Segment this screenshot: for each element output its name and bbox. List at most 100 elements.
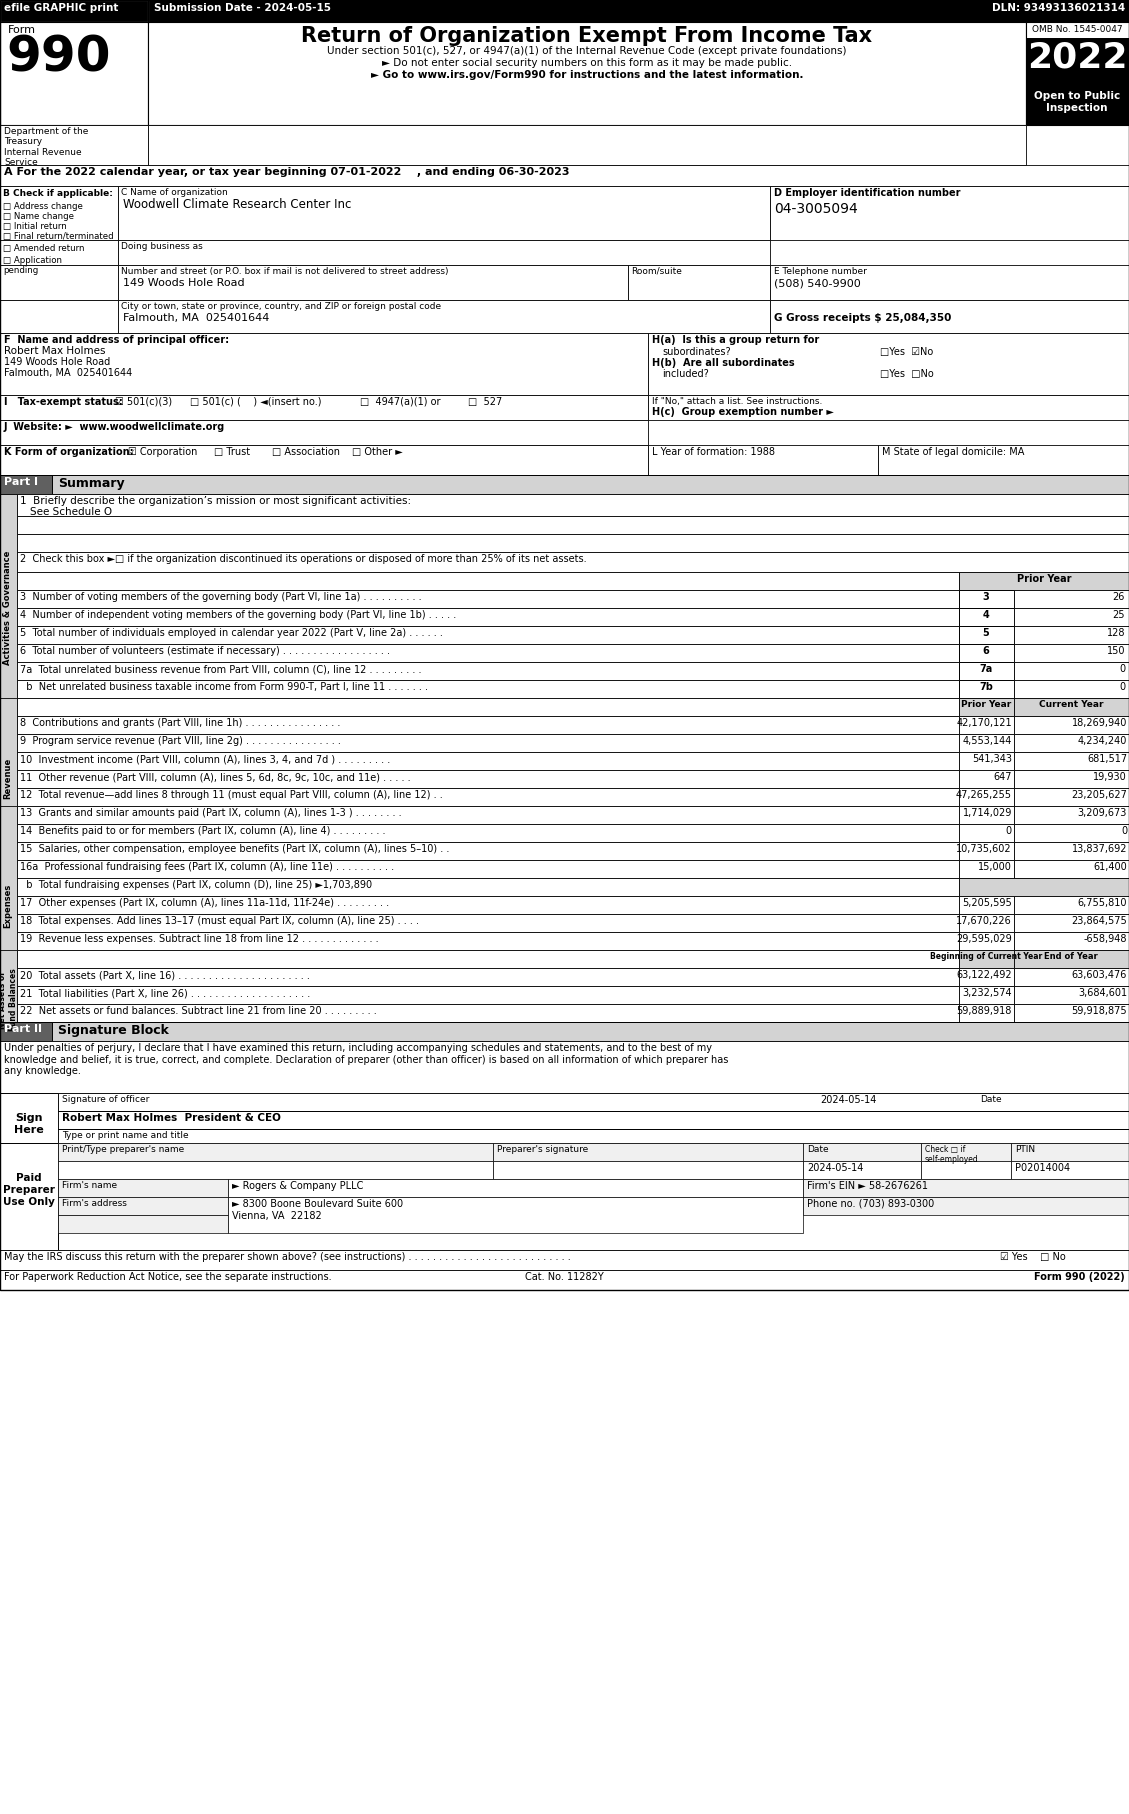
Bar	[17, 769, 959, 787]
Bar	[17, 717, 959, 735]
Bar	[17, 787, 959, 805]
Text: 25: 25	[1112, 610, 1124, 620]
Text: □ Initial return: □ Initial return	[3, 221, 67, 230]
Text: 21  Total liabilities (Part X, line 26) . . . . . . . . . . . . . . . . . . . .: 21 Total liabilities (Part X, line 26) .…	[20, 989, 310, 998]
Text: 17,670,226: 17,670,226	[956, 916, 1012, 925]
Bar	[1014, 805, 1129, 824]
Bar	[959, 987, 1014, 1003]
Bar	[0, 1094, 1129, 1159]
Bar	[17, 824, 959, 842]
Text: b  Total fundraising expenses (Part IX, column (D), line 25) ►1,703,890: b Total fundraising expenses (Part IX, c…	[20, 880, 373, 891]
Text: 149 Woods Hole Road: 149 Woods Hole Road	[123, 278, 245, 288]
Bar	[17, 951, 959, 969]
Bar	[17, 914, 959, 932]
Bar	[0, 1021, 1129, 1041]
Bar	[1014, 969, 1129, 987]
Text: 990: 990	[6, 34, 111, 82]
Bar	[1014, 860, 1129, 878]
Text: Robert Max Holmes  President & CEO: Robert Max Holmes President & CEO	[62, 1114, 281, 1123]
Bar	[17, 842, 959, 860]
Text: Activities & Governance: Activities & Governance	[3, 551, 12, 666]
Text: 2024-05-14: 2024-05-14	[807, 1163, 864, 1174]
Text: Current Year: Current Year	[1039, 700, 1103, 709]
Bar	[58, 1143, 493, 1161]
Text: □ Address change: □ Address change	[3, 201, 82, 210]
Text: Falmouth, MA  025401644: Falmouth, MA 025401644	[5, 368, 132, 377]
Bar	[17, 551, 1129, 571]
Bar	[1014, 626, 1129, 644]
Text: 19,930: 19,930	[1093, 773, 1127, 782]
Text: ► Go to www.irs.gov/Form990 for instructions and the latest information.: ► Go to www.irs.gov/Form990 for instruct…	[370, 71, 803, 80]
Text: L Year of formation: 1988: L Year of formation: 1988	[653, 446, 774, 457]
Bar	[493, 1143, 803, 1161]
Text: □Yes  □No: □Yes □No	[879, 368, 934, 379]
Text: 13,837,692: 13,837,692	[1071, 844, 1127, 854]
Bar	[0, 951, 17, 1050]
Text: 61,400: 61,400	[1093, 862, 1127, 873]
Bar	[228, 1197, 803, 1234]
Bar	[0, 0, 148, 22]
Text: 12  Total revenue—add lines 8 through 11 (must equal Part VIII, column (A), line: 12 Total revenue—add lines 8 through 11 …	[20, 791, 443, 800]
Text: 3,232,574: 3,232,574	[962, 989, 1012, 998]
Bar	[17, 662, 959, 680]
Text: If "No," attach a list. See instructions.: If "No," attach a list. See instructions…	[653, 397, 822, 406]
Text: 10,735,602: 10,735,602	[956, 844, 1012, 854]
Text: □  4947(a)(1) or: □ 4947(a)(1) or	[360, 397, 440, 406]
Bar	[1014, 787, 1129, 805]
Text: Doing business as: Doing business as	[121, 241, 203, 250]
Bar	[770, 265, 1129, 299]
Text: 10  Investment income (Part VIII, column (A), lines 3, 4, and 7d ) . . . . . . .: 10 Investment income (Part VIII, column …	[20, 755, 391, 764]
Bar	[0, 1041, 1129, 1094]
Bar	[0, 493, 17, 722]
Bar	[17, 626, 959, 644]
Bar	[1014, 987, 1129, 1003]
Bar	[1014, 951, 1129, 969]
Text: 16a  Professional fundraising fees (Part IX, column (A), line 11e) . . . . . . .: 16a Professional fundraising fees (Part …	[20, 862, 394, 873]
Bar	[58, 1215, 228, 1234]
Text: 0: 0	[1121, 825, 1127, 836]
Bar	[0, 1250, 1129, 1270]
Text: 63,603,476: 63,603,476	[1071, 970, 1127, 980]
Bar	[803, 1179, 1129, 1197]
Text: 18  Total expenses. Add lines 13–17 (must equal Part IX, column (A), line 25) . : 18 Total expenses. Add lines 13–17 (must…	[20, 916, 419, 925]
Bar	[17, 753, 959, 769]
Text: Vienna, VA  22182: Vienna, VA 22182	[231, 1212, 322, 1221]
Bar	[959, 717, 1014, 735]
Bar	[17, 533, 1129, 551]
Text: b  Net unrelated business taxable income from Form 990-T, Part I, line 11 . . . : b Net unrelated business taxable income …	[20, 682, 428, 691]
Bar	[1014, 824, 1129, 842]
Bar	[628, 265, 770, 299]
Text: Falmouth, MA  025401644: Falmouth, MA 025401644	[123, 314, 270, 323]
Text: 59,918,875: 59,918,875	[1071, 1007, 1127, 1016]
Bar	[0, 1143, 1129, 1250]
Bar	[770, 187, 1129, 239]
Text: Firm's EIN ► 58-2676261: Firm's EIN ► 58-2676261	[807, 1181, 928, 1192]
Bar	[0, 395, 648, 421]
Text: J  Website: ►  www.woodwellclimate.org: J Website: ► www.woodwellclimate.org	[5, 423, 226, 432]
Text: □ Trust: □ Trust	[215, 446, 251, 457]
Bar	[1014, 932, 1129, 951]
Text: Woodwell Climate Research Center Inc: Woodwell Climate Research Center Inc	[123, 198, 351, 210]
Bar	[1014, 608, 1129, 626]
Bar	[803, 1143, 921, 1161]
Bar	[148, 22, 1026, 125]
Text: 11  Other revenue (Part VIII, column (A), lines 5, 6d, 8c, 9c, 10c, and 11e) . .: 11 Other revenue (Part VIII, column (A),…	[20, 773, 411, 782]
Text: Expenses: Expenses	[3, 883, 12, 929]
Bar	[1010, 1143, 1129, 1161]
Bar	[1014, 717, 1129, 735]
Bar	[959, 878, 1129, 896]
Text: 5,205,595: 5,205,595	[962, 898, 1012, 909]
Text: 26: 26	[1112, 591, 1124, 602]
Text: For Paperwork Reduction Act Notice, see the separate instructions.: For Paperwork Reduction Act Notice, see …	[5, 1272, 332, 1282]
Text: City or town, state or province, country, and ZIP or foreign postal code: City or town, state or province, country…	[121, 301, 441, 310]
Bar	[17, 1003, 959, 1021]
Text: 4,553,144: 4,553,144	[963, 736, 1012, 746]
Text: 150: 150	[1106, 646, 1124, 657]
Bar	[58, 1128, 1129, 1143]
Text: □Yes  ☑No: □Yes ☑No	[879, 346, 934, 357]
Bar	[959, 932, 1014, 951]
Bar	[959, 753, 1014, 769]
Text: Cat. No. 11282Y: Cat. No. 11282Y	[525, 1272, 603, 1282]
Text: efile GRAPHIC print: efile GRAPHIC print	[5, 4, 119, 13]
Text: 15  Salaries, other compensation, employee benefits (Part IX, column (A), lines : 15 Salaries, other compensation, employe…	[20, 844, 449, 854]
